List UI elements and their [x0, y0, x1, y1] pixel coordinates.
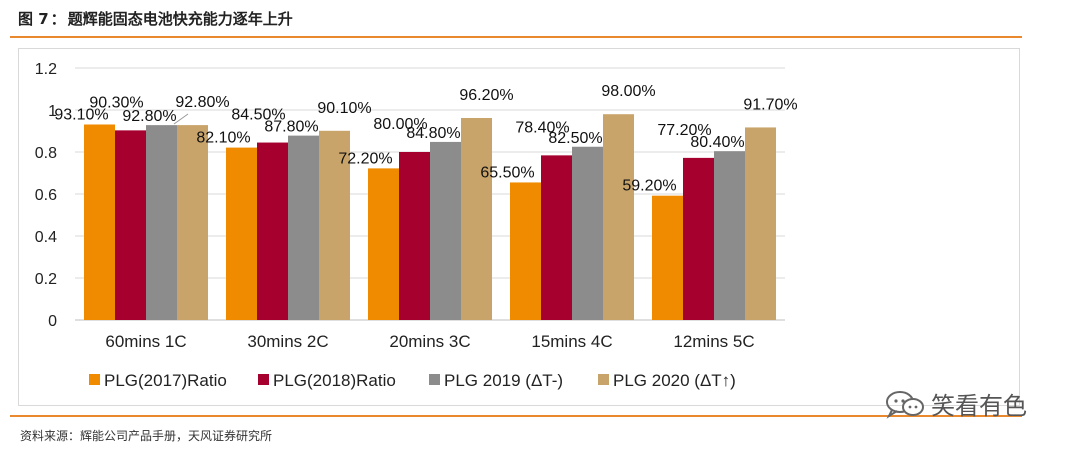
- bar: [572, 146, 603, 320]
- data-label: 77.20%: [657, 122, 711, 139]
- y-tick-label: 0.4: [35, 229, 57, 246]
- bar: [226, 147, 257, 320]
- legend: PLG(2017)Ratio PLG(2018)Ratio PLG 2019 (ΔT…: [89, 371, 736, 390]
- legend-swatch: [258, 374, 269, 385]
- data-label: 91.70%: [743, 96, 797, 113]
- bar: [399, 152, 430, 320]
- y-tick-label: 1: [48, 103, 57, 120]
- legend-swatch: [89, 374, 100, 385]
- x-axis-categories: 60mins 1C 30mins 2C 20mins 3C 15mins 4C 12mi…: [105, 332, 754, 351]
- data-label: 84.80%: [406, 125, 460, 142]
- x-category-label: 12mins 5C: [673, 332, 754, 351]
- data-label: 98.00%: [601, 83, 655, 100]
- bar: [603, 114, 634, 320]
- y-tick-label: 0.8: [35, 145, 57, 162]
- x-category-label: 30mins 2C: [247, 332, 328, 351]
- data-label: 65.50%: [480, 164, 534, 181]
- y-tick-label: 0.2: [35, 271, 57, 288]
- data-label: 90.30%: [89, 94, 143, 111]
- bar: [745, 127, 776, 321]
- data-label: 87.80%: [264, 119, 318, 136]
- bar: [683, 157, 714, 320]
- y-axis-ticks: 0 0.2 0.4 0.6 0.8 1 1.2: [35, 61, 57, 330]
- x-category-label: 20mins 3C: [389, 332, 470, 351]
- label-leader-line: [173, 113, 189, 125]
- watermark-text: 笑看有色: [931, 392, 1027, 420]
- data-label: 82.10%: [196, 130, 250, 147]
- x-category-label: 60mins 1C: [105, 332, 186, 351]
- bar: [257, 142, 288, 320]
- bar: [146, 125, 177, 321]
- data-label: 72.20%: [338, 150, 392, 167]
- watermark: 笑看有色: [885, 386, 1027, 421]
- data-label: 92.80%: [175, 94, 229, 111]
- data-labels: 93.10%90.30%92.80%92.80%82.10%84.50%87.8…: [54, 83, 797, 194]
- bar: [541, 155, 572, 320]
- legend-swatch: [429, 374, 440, 385]
- data-label: 90.10%: [317, 100, 371, 117]
- data-label: 93.10%: [54, 106, 108, 123]
- figure-number: 图 7: [18, 10, 49, 28]
- data-label: 92.80%: [122, 108, 176, 125]
- chat-bubbles-icon: [886, 390, 924, 419]
- legend-swatch: [598, 374, 609, 385]
- data-label: 59.20%: [622, 178, 676, 195]
- bar: [115, 130, 146, 320]
- legend-label: PLG(2017)Ratio: [104, 371, 227, 390]
- data-label: 80.00%: [373, 116, 427, 133]
- legend-label: PLG(2018)Ratio: [273, 371, 396, 390]
- bar: [368, 168, 399, 320]
- bar: [461, 117, 492, 320]
- bar: [510, 182, 541, 320]
- top-rule: [10, 36, 1022, 38]
- data-label: 82.50%: [548, 130, 602, 147]
- legend-label: PLG 2020 (ΔT↑): [613, 371, 736, 390]
- bar: [84, 124, 115, 321]
- y-tick-label: 1.2: [35, 61, 57, 78]
- bar: [177, 125, 208, 321]
- y-tick-label: 0: [48, 313, 57, 330]
- bar: [288, 135, 319, 320]
- source-note: 资料来源：辉能公司产品手册，天风证券研究所: [20, 429, 273, 443]
- figure-title: 题辉能固态电池快充能力逐年上升: [67, 10, 293, 28]
- bar: [319, 130, 350, 320]
- bars: [84, 114, 776, 321]
- data-label: 84.50%: [231, 107, 285, 124]
- bar: [652, 195, 683, 320]
- bottom-rule: [10, 415, 1022, 417]
- legend-label: PLG 2019 (ΔT-): [444, 371, 563, 390]
- bar: [714, 151, 745, 320]
- x-category-label: 15mins 4C: [531, 332, 612, 351]
- data-label: 78.40%: [515, 119, 569, 136]
- bar: [430, 141, 461, 320]
- y-tick-label: 0.6: [35, 187, 57, 204]
- data-label: 96.20%: [459, 87, 513, 104]
- figure-header: 图 7：题辉能固态电池快充能力逐年上升: [18, 8, 293, 29]
- data-label: 80.40%: [690, 134, 744, 151]
- figure-separator: ：: [50, 10, 66, 28]
